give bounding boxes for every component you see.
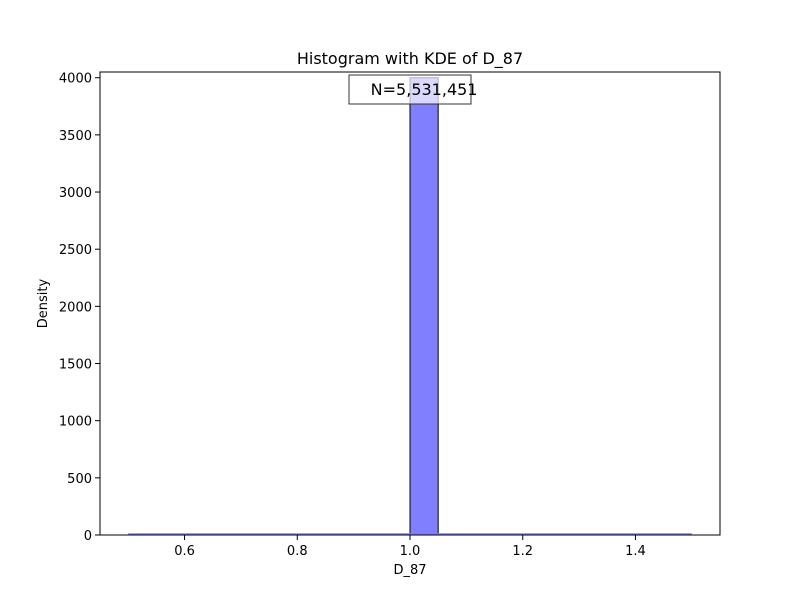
y-tick-label: 3500 <box>59 129 92 144</box>
y-tick-label: 500 <box>67 472 92 487</box>
x-tick-label: 1.2 <box>512 544 533 559</box>
y-axis-label: Density <box>36 278 51 328</box>
x-tick-label: 1.4 <box>625 544 646 559</box>
y-tick-label: 1500 <box>59 358 92 373</box>
axes: 0.6 0.8 1.0 1.2 1.4 0 500 1000 1500 2000 2500 3000 3… <box>59 71 721 559</box>
y-tick-label: 0 <box>84 529 92 544</box>
y-tick-label: 4000 <box>59 72 92 87</box>
annotation-text: N=5,531,451 <box>371 80 478 99</box>
y-tick-label: 1000 <box>59 415 92 430</box>
x-tick-label: 0.8 <box>287 544 308 559</box>
chart-title: Histogram with KDE of D_87 <box>297 49 523 69</box>
x-tick-label: 1.0 <box>400 544 421 559</box>
histogram-bar <box>409 77 439 536</box>
y-tick-label: 2000 <box>59 300 92 315</box>
sample-size-annotation: N=5,531,451 <box>348 74 478 105</box>
plot-area <box>128 77 692 536</box>
x-tick-label: 0.6 <box>174 544 195 559</box>
x-axis-label: D_87 <box>393 563 426 578</box>
y-tick-label: 2500 <box>59 243 92 258</box>
annotation-box <box>348 74 472 105</box>
y-tick-label: 3000 <box>59 186 92 201</box>
